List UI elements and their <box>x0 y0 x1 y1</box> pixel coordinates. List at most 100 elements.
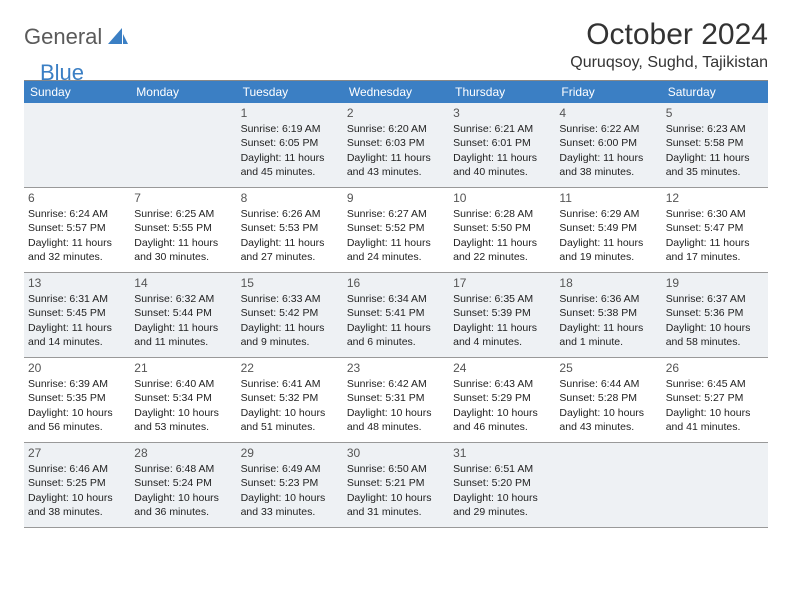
day-cell: 31Sunrise: 6:51 AMSunset: 5:20 PMDayligh… <box>449 443 555 527</box>
day-number: 13 <box>28 275 126 291</box>
day-number: 18 <box>559 275 657 291</box>
daylight-text: and 36 minutes. <box>134 505 232 519</box>
weekday-tuesday: Tuesday <box>237 81 343 103</box>
daylight-text: and 38 minutes. <box>559 165 657 179</box>
sunset-text: Sunset: 5:34 PM <box>134 391 232 405</box>
sunrise-text: Sunrise: 6:44 AM <box>559 377 657 391</box>
day-number: 6 <box>28 190 126 206</box>
daylight-text: Daylight: 10 hours <box>666 406 764 420</box>
day-number: 5 <box>666 105 764 121</box>
daylight-text: and 40 minutes. <box>453 165 551 179</box>
sunrise-text: Sunrise: 6:29 AM <box>559 207 657 221</box>
sunset-text: Sunset: 5:39 PM <box>453 306 551 320</box>
daylight-text: and 35 minutes. <box>666 165 764 179</box>
sunset-text: Sunset: 5:36 PM <box>666 306 764 320</box>
daylight-text: Daylight: 11 hours <box>666 151 764 165</box>
sunrise-text: Sunrise: 6:33 AM <box>241 292 339 306</box>
sunset-text: Sunset: 5:38 PM <box>559 306 657 320</box>
daylight-text: Daylight: 11 hours <box>453 236 551 250</box>
sunrise-text: Sunrise: 6:48 AM <box>134 462 232 476</box>
day-cell: 22Sunrise: 6:41 AMSunset: 5:32 PMDayligh… <box>237 358 343 442</box>
day-cell: 13Sunrise: 6:31 AMSunset: 5:45 PMDayligh… <box>24 273 130 357</box>
sunset-text: Sunset: 5:21 PM <box>347 476 445 490</box>
daylight-text: and 14 minutes. <box>28 335 126 349</box>
sunrise-text: Sunrise: 6:36 AM <box>559 292 657 306</box>
daylight-text: Daylight: 11 hours <box>241 321 339 335</box>
daylight-text: Daylight: 11 hours <box>28 321 126 335</box>
day-cell: 18Sunrise: 6:36 AMSunset: 5:38 PMDayligh… <box>555 273 661 357</box>
day-cell: 9Sunrise: 6:27 AMSunset: 5:52 PMDaylight… <box>343 188 449 272</box>
day-cell: 8Sunrise: 6:26 AMSunset: 5:53 PMDaylight… <box>237 188 343 272</box>
daylight-text: Daylight: 10 hours <box>241 406 339 420</box>
daylight-text: Daylight: 11 hours <box>559 321 657 335</box>
calendar-page: General October 2024 Quruqsoy, Sughd, Ta… <box>0 0 792 538</box>
day-number: 17 <box>453 275 551 291</box>
day-cell: 26Sunrise: 6:45 AMSunset: 5:27 PMDayligh… <box>662 358 768 442</box>
week-row: 27Sunrise: 6:46 AMSunset: 5:25 PMDayligh… <box>24 443 768 528</box>
day-cell: 11Sunrise: 6:29 AMSunset: 5:49 PMDayligh… <box>555 188 661 272</box>
week-row: 6Sunrise: 6:24 AMSunset: 5:57 PMDaylight… <box>24 188 768 273</box>
daylight-text: and 45 minutes. <box>241 165 339 179</box>
day-number: 12 <box>666 190 764 206</box>
sunset-text: Sunset: 5:35 PM <box>28 391 126 405</box>
sunrise-text: Sunrise: 6:19 AM <box>241 122 339 136</box>
daylight-text: and 56 minutes. <box>28 420 126 434</box>
header: General October 2024 Quruqsoy, Sughd, Ta… <box>24 18 768 72</box>
sunset-text: Sunset: 5:32 PM <box>241 391 339 405</box>
weekday-friday: Friday <box>555 81 661 103</box>
sunrise-text: Sunrise: 6:42 AM <box>347 377 445 391</box>
daylight-text: Daylight: 11 hours <box>666 236 764 250</box>
day-cell-empty <box>555 443 661 527</box>
daylight-text: Daylight: 10 hours <box>666 321 764 335</box>
daylight-text: and 1 minute. <box>559 335 657 349</box>
sunrise-text: Sunrise: 6:37 AM <box>666 292 764 306</box>
day-number: 23 <box>347 360 445 376</box>
logo: General <box>24 18 132 50</box>
sunset-text: Sunset: 5:45 PM <box>28 306 126 320</box>
day-cell: 2Sunrise: 6:20 AMSunset: 6:03 PMDaylight… <box>343 103 449 187</box>
day-number: 15 <box>241 275 339 291</box>
day-number: 8 <box>241 190 339 206</box>
day-number: 10 <box>453 190 551 206</box>
daylight-text: Daylight: 10 hours <box>347 491 445 505</box>
daylight-text: and 33 minutes. <box>241 505 339 519</box>
daylight-text: and 41 minutes. <box>666 420 764 434</box>
sunset-text: Sunset: 5:25 PM <box>28 476 126 490</box>
day-number: 20 <box>28 360 126 376</box>
daylight-text: Daylight: 11 hours <box>241 236 339 250</box>
daylight-text: Daylight: 11 hours <box>28 236 126 250</box>
daylight-text: Daylight: 11 hours <box>134 236 232 250</box>
daylight-text: and 30 minutes. <box>134 250 232 264</box>
day-number: 24 <box>453 360 551 376</box>
day-number: 7 <box>134 190 232 206</box>
day-cell: 7Sunrise: 6:25 AMSunset: 5:55 PMDaylight… <box>130 188 236 272</box>
daylight-text: Daylight: 11 hours <box>241 151 339 165</box>
sunrise-text: Sunrise: 6:45 AM <box>666 377 764 391</box>
sunset-text: Sunset: 6:03 PM <box>347 136 445 150</box>
sunrise-text: Sunrise: 6:41 AM <box>241 377 339 391</box>
weekday-wednesday: Wednesday <box>343 81 449 103</box>
day-number: 1 <box>241 105 339 121</box>
sunset-text: Sunset: 5:53 PM <box>241 221 339 235</box>
sunset-text: Sunset: 5:23 PM <box>241 476 339 490</box>
daylight-text: Daylight: 10 hours <box>28 406 126 420</box>
title-block: October 2024 Quruqsoy, Sughd, Tajikistan <box>570 18 768 72</box>
daylight-text: and 32 minutes. <box>28 250 126 264</box>
week-row: 20Sunrise: 6:39 AMSunset: 5:35 PMDayligh… <box>24 358 768 443</box>
month-title: October 2024 <box>570 18 768 52</box>
sunset-text: Sunset: 5:42 PM <box>241 306 339 320</box>
day-number: 2 <box>347 105 445 121</box>
daylight-text: and 48 minutes. <box>347 420 445 434</box>
daylight-text: Daylight: 11 hours <box>347 151 445 165</box>
daylight-text: Daylight: 11 hours <box>134 321 232 335</box>
daylight-text: and 58 minutes. <box>666 335 764 349</box>
daylight-text: and 29 minutes. <box>453 505 551 519</box>
sunset-text: Sunset: 5:24 PM <box>134 476 232 490</box>
daylight-text: Daylight: 11 hours <box>453 151 551 165</box>
day-number: 29 <box>241 445 339 461</box>
daylight-text: and 4 minutes. <box>453 335 551 349</box>
daylight-text: and 31 minutes. <box>347 505 445 519</box>
day-number: 21 <box>134 360 232 376</box>
logo-text-general: General <box>24 24 102 50</box>
sunset-text: Sunset: 5:50 PM <box>453 221 551 235</box>
